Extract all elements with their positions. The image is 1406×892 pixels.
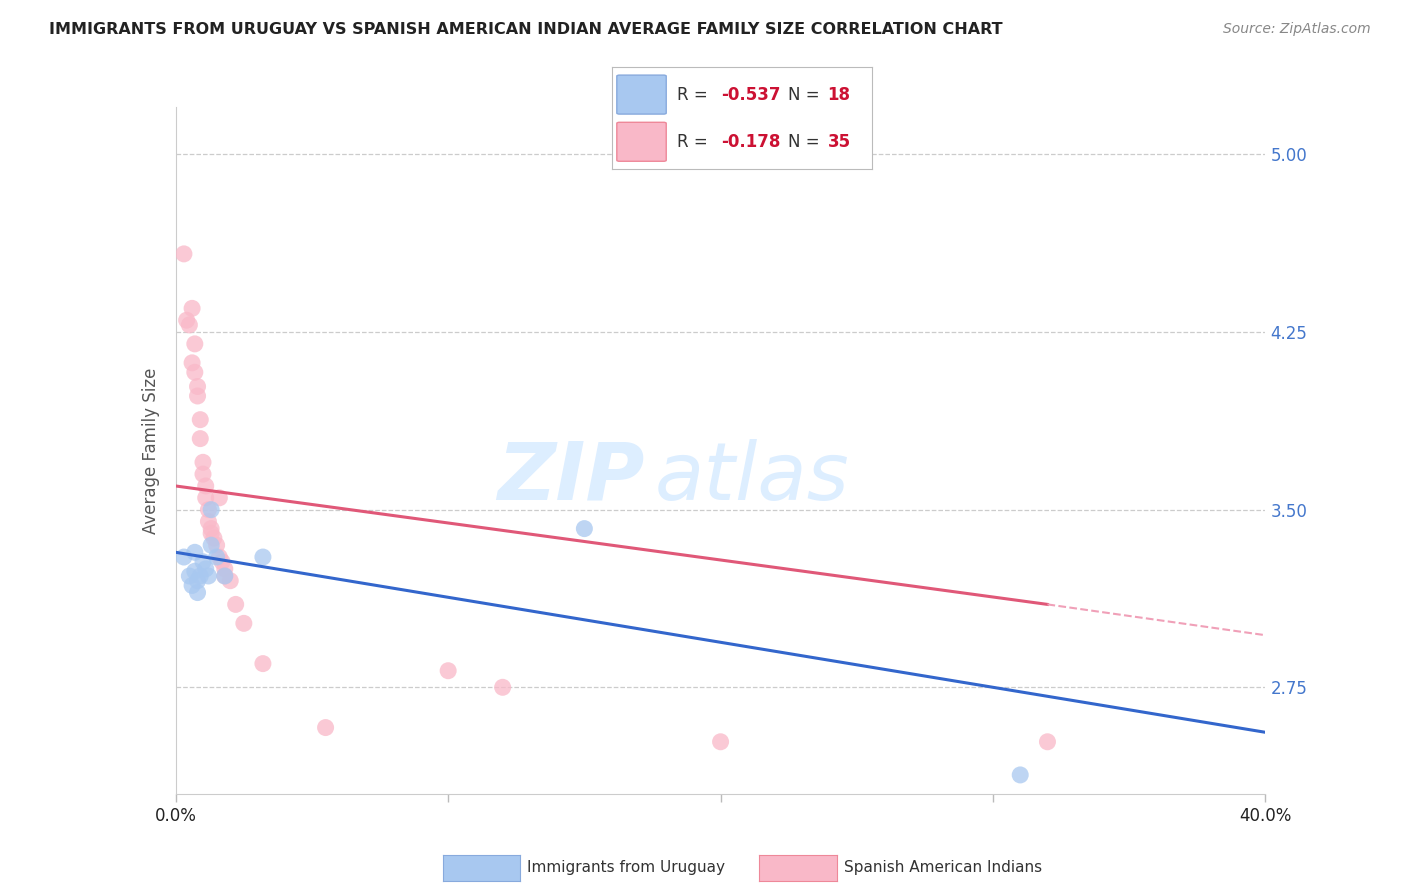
Point	[184, 365, 207, 379]
FancyBboxPatch shape	[617, 122, 666, 161]
Point	[191, 555, 214, 569]
Point	[186, 585, 209, 599]
Point	[194, 491, 217, 505]
Point	[179, 569, 201, 583]
Point	[179, 318, 201, 332]
Y-axis label: Average Family Size: Average Family Size	[142, 368, 160, 533]
Text: N =: N =	[789, 86, 825, 103]
Point	[186, 379, 209, 393]
Point	[184, 564, 207, 578]
Point	[200, 522, 222, 536]
Point	[315, 721, 337, 735]
Point	[194, 479, 217, 493]
Point	[1010, 768, 1032, 782]
Point	[225, 598, 247, 612]
Point	[188, 432, 211, 446]
Point	[181, 301, 204, 316]
Point	[200, 526, 222, 541]
Point	[232, 616, 254, 631]
Point	[574, 522, 596, 536]
Text: atlas: atlas	[655, 439, 851, 517]
Point	[197, 515, 219, 529]
Point	[188, 412, 211, 426]
Point	[211, 555, 233, 569]
Point	[184, 337, 207, 351]
Point	[252, 549, 274, 564]
Point	[200, 538, 222, 552]
Point	[202, 531, 225, 545]
Text: R =: R =	[676, 86, 713, 103]
Text: 18: 18	[828, 86, 851, 103]
Text: 35: 35	[828, 133, 851, 151]
Point	[208, 491, 231, 505]
Point	[197, 569, 219, 583]
Point	[173, 247, 195, 261]
Point	[205, 549, 228, 564]
Point	[252, 657, 274, 671]
Text: -0.537: -0.537	[721, 86, 780, 103]
Text: R =: R =	[676, 133, 713, 151]
Point	[214, 569, 236, 583]
Text: IMMIGRANTS FROM URUGUAY VS SPANISH AMERICAN INDIAN AVERAGE FAMILY SIZE CORRELATI: IMMIGRANTS FROM URUGUAY VS SPANISH AMERI…	[49, 22, 1002, 37]
Point	[219, 574, 242, 588]
Point	[710, 735, 733, 749]
Point	[181, 578, 204, 592]
Point	[492, 681, 515, 695]
Point	[191, 455, 214, 469]
Point	[214, 569, 236, 583]
Text: -0.178: -0.178	[721, 133, 780, 151]
FancyBboxPatch shape	[617, 75, 666, 114]
Point	[205, 538, 228, 552]
Point	[181, 356, 204, 370]
Text: ZIP: ZIP	[496, 439, 644, 517]
Point	[1036, 735, 1059, 749]
Text: Source: ZipAtlas.com: Source: ZipAtlas.com	[1223, 22, 1371, 37]
Point	[188, 569, 211, 583]
Point	[173, 549, 195, 564]
Text: Spanish American Indians: Spanish American Indians	[844, 861, 1042, 875]
Point	[200, 502, 222, 516]
Text: Immigrants from Uruguay: Immigrants from Uruguay	[527, 861, 725, 875]
Point	[191, 467, 214, 482]
Text: N =: N =	[789, 133, 825, 151]
Point	[184, 545, 207, 559]
Point	[186, 389, 209, 403]
Point	[214, 562, 236, 576]
Point	[197, 502, 219, 516]
Point	[208, 549, 231, 564]
Point	[194, 562, 217, 576]
Point	[176, 313, 198, 327]
Point	[186, 574, 209, 588]
Point	[437, 664, 460, 678]
